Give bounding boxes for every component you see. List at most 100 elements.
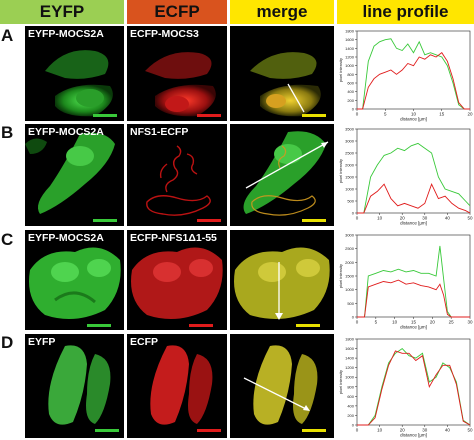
x-tick-label: 50 (467, 216, 473, 221)
x-tick-label: 15 (439, 112, 445, 117)
x-tick-label: 20 (430, 320, 436, 325)
panel-a-ecfp: ECFP-MOCS3 (127, 26, 227, 121)
x-tick-label: 20 (400, 216, 406, 221)
x-axis-label: distance [µm] (400, 433, 427, 438)
arrow-head-d (303, 405, 310, 411)
cell-image-a-eyfp (45, 50, 113, 117)
arrow-head-c (275, 313, 283, 320)
y-tick-label: 600 (347, 394, 354, 399)
y-axis-label: pixel intensity (338, 58, 343, 82)
y-tick-label: 1200 (345, 55, 355, 60)
panel-d-ecfp: ECFP (127, 334, 227, 438)
x-tick-label: 0 (356, 216, 359, 221)
y-axis-label: pixel intensity (338, 159, 343, 183)
plot-frame (356, 234, 471, 318)
y-tick-label: 500 (347, 199, 354, 204)
label-a-eyfp: EYFP-MOCS2A (28, 28, 104, 40)
y-tick-label: 1400 (345, 356, 355, 361)
series-line-red (357, 52, 470, 110)
panel-d-eyfp: EYFP (25, 334, 124, 438)
y-tick-label: 2500 (345, 151, 355, 156)
x-tick-label: 15 (411, 320, 417, 325)
header-merge: merge (230, 0, 334, 24)
y-tick-label: 1500 (345, 274, 355, 279)
panel-a-eyfp: EYFP-MOCS2A (25, 26, 124, 121)
panel-b-eyfp: EYFP-MOCS2A (25, 124, 124, 226)
cell-image-d-eyfp (48, 345, 111, 425)
y-tick-label: 2000 (345, 163, 355, 168)
y-tick-label: 1000 (345, 187, 355, 192)
x-tick-label: 25 (449, 320, 455, 325)
panel-b-merge (230, 124, 334, 226)
profile-line-a (287, 83, 305, 113)
y-tick-label: 0 (352, 211, 355, 216)
row-letter-a: A (1, 26, 14, 45)
plot-frame (356, 338, 471, 426)
line-profile-chart-d: 0 200 400 600 800 1000 1200 1400 1600 1800 0 10 20 30… (338, 337, 473, 438)
y-tick-label: 1000 (345, 287, 355, 292)
y-tick-label: 200 (347, 98, 354, 103)
label-c-ecfp: ECFP-NFS1Δ1-55 (130, 232, 217, 244)
y-tick-label: 1000 (345, 375, 355, 380)
y-tick-label: 200 (347, 413, 354, 418)
x-tick-label: 50 (467, 428, 473, 433)
x-tick-label: 20 (467, 112, 473, 117)
header-line-profile: line profile (337, 0, 474, 24)
x-tick-label: 0 (356, 112, 359, 117)
y-tick-label: 1400 (345, 46, 355, 51)
y-tick-label: 1500 (345, 175, 355, 180)
label-d-ecfp: ECFP (130, 336, 159, 348)
y-axis-label: pixel intensity (338, 264, 343, 288)
label-c-eyfp: EYFP-MOCS2A (28, 232, 104, 244)
y-tick-label: 400 (347, 403, 354, 408)
header-merge-label: merge (256, 2, 308, 21)
x-tick-label: 40 (445, 216, 451, 221)
header-eyfp: EYFP (0, 0, 124, 24)
y-tick-label: 1000 (345, 63, 355, 68)
y-tick-label: 2000 (345, 260, 355, 265)
cell-image-d-merge (243, 345, 318, 425)
panel-c-eyfp: EYFP-MOCS2A (25, 230, 124, 330)
label-d-eyfp: EYFP (28, 336, 56, 348)
panel-b-ecfp: NFS1-ECFP (127, 124, 227, 226)
x-tick-label: 20 (400, 428, 406, 433)
series-line-green (357, 38, 470, 110)
scale-bar-a-eyfp (93, 114, 117, 117)
header-line-profile-label: line profile (362, 2, 449, 21)
scale-bar-d-ecfp (197, 429, 221, 432)
scale-bar-b-ecfp (197, 219, 221, 222)
y-tick-label: 3500 (345, 127, 355, 132)
series-line-red (357, 183, 471, 214)
scale-bar-a-ecfp (197, 114, 221, 117)
panel-a-merge (230, 26, 334, 121)
profile-line-b (245, 141, 329, 189)
row-letter-c: C (1, 230, 14, 249)
x-tick-label: 10 (411, 112, 417, 117)
panel-c-ecfp: ECFP-NFS1Δ1-55 (127, 230, 227, 330)
scale-bar-b-eyfp (93, 219, 117, 222)
panel-c-merge (230, 230, 334, 330)
y-tick-label: 400 (347, 89, 354, 94)
scale-bar-c-ecfp (189, 324, 213, 327)
y-tick-label: 1800 (345, 337, 355, 342)
y-tick-label: 500 (347, 301, 354, 306)
scale-bar-d-merge (302, 429, 326, 432)
y-tick-label: 3000 (345, 139, 355, 144)
series-line-green (357, 142, 471, 214)
row-letter-d: D (1, 333, 14, 352)
cell-image-c-ecfp (131, 247, 223, 319)
header-ecfp-label: ECFP (154, 2, 200, 21)
scale-bar-c-merge (296, 324, 320, 327)
label-b-ecfp: NFS1-ECFP (130, 126, 189, 138)
header-eyfp-label: EYFP (39, 2, 85, 21)
y-tick-label: 600 (347, 81, 354, 86)
line-profile-chart-a: 0 200 400 600 800 1000 1200 1400 1600 1800 0 5 10 15 2… (338, 29, 473, 122)
line-profile-chart-c: 0 500 1000 1500 2000 2500 3000 0 5 10 15 20 25 30 dist… (338, 233, 473, 330)
plot-frame (356, 128, 471, 214)
x-tick-label: 30 (467, 320, 473, 325)
plot-frame (356, 30, 471, 110)
cell-image-a-ecfp (145, 52, 216, 117)
line-profile-chart-b: 0 500 1000 1500 2000 2500 3000 3500 0 10 20 30 40 50 d… (338, 127, 473, 226)
x-tick-label: 5 (384, 112, 387, 117)
x-tick-label: 30 (422, 216, 428, 221)
